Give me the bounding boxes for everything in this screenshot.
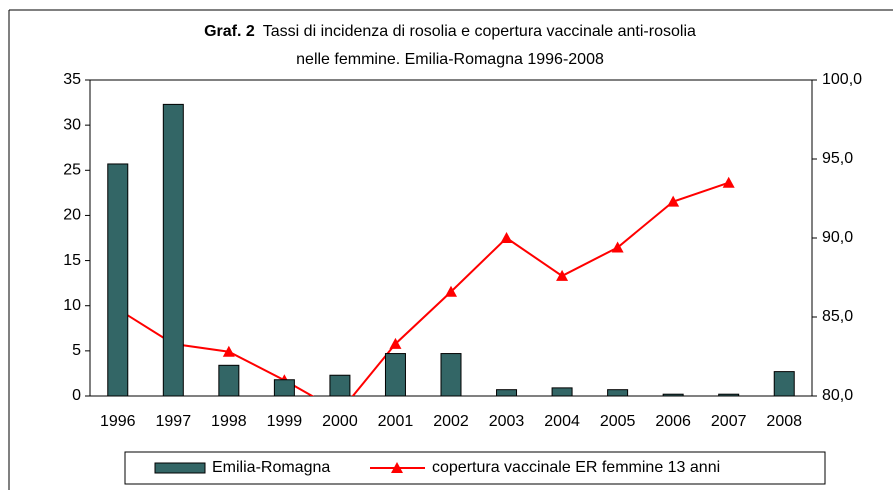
marker: [667, 195, 680, 207]
x-tick-label: 2005: [600, 413, 636, 430]
plot-area: [89, 79, 813, 397]
title-label: Graf. 2: [204, 23, 255, 40]
y2-tick-label: 90,0: [822, 229, 853, 246]
marker: [389, 337, 402, 349]
y2-tick-label: 95,0: [822, 150, 853, 167]
marker: [222, 345, 235, 357]
x-tick-label: 2004: [544, 413, 580, 430]
y-tick-label: 25: [63, 162, 81, 179]
x-tick-label: 2008: [766, 413, 802, 430]
bar: [107, 163, 129, 397]
bar: [496, 389, 518, 397]
bar: [662, 393, 684, 397]
bar: [329, 374, 351, 397]
bar: [218, 364, 240, 397]
chart-title: Graf. 2 Tassi di incidenza di rosolia e c…: [204, 23, 696, 40]
legend-swatch: [154, 462, 206, 474]
y-tick-label: 15: [63, 252, 81, 269]
legend-box: [124, 451, 826, 485]
x-tick-label: 2000: [322, 413, 358, 430]
y2-tick-label: 80,0: [822, 387, 853, 404]
bar: [551, 387, 573, 397]
marker: [556, 269, 569, 281]
y-tick-label: 5: [72, 342, 81, 359]
x-tick-label: 2006: [655, 413, 691, 430]
y2-tick-label: 85,0: [822, 308, 853, 325]
x-tick-label: 2001: [378, 413, 414, 430]
title-text: Tassi di incidenza di rosolia e copertur…: [263, 23, 696, 40]
legend-marker: [391, 462, 403, 473]
x-tick-label: 1999: [267, 413, 303, 430]
y-tick-label: 35: [63, 71, 81, 88]
marker: [500, 232, 513, 243]
x-tick-label: 1996: [100, 413, 136, 430]
series-line: [117, 181, 730, 396]
bar: [773, 371, 795, 397]
x-tick-label: 2007: [711, 413, 747, 430]
bar: [162, 103, 184, 397]
bar: [718, 393, 740, 397]
x-tick-label: 2003: [489, 413, 525, 430]
x-tick-label: 2002: [433, 413, 469, 430]
y2-tick-label: 100,0: [822, 71, 862, 88]
bar: [384, 353, 406, 397]
x-tick-label: 1997: [156, 413, 192, 430]
chart-subtitle: nelle femmine. Emilia-Romagna 1996-2008: [296, 51, 604, 68]
y-tick-label: 20: [63, 207, 81, 224]
bar: [607, 389, 629, 397]
marker: [722, 176, 735, 188]
bar: [440, 353, 462, 397]
y-tick-label: 0: [72, 387, 81, 404]
legend-label: Emilia-Romagna: [212, 459, 330, 476]
line-layer: [111, 176, 735, 396]
x-tick-label: 1998: [211, 413, 247, 430]
y-tick-label: 30: [63, 116, 81, 133]
marker: [611, 241, 624, 253]
legend-label: copertura vaccinale ER femmine 13 anni: [432, 459, 720, 476]
bar: [273, 379, 295, 397]
y-tick-label: 10: [63, 297, 81, 314]
marker: [445, 285, 457, 297]
